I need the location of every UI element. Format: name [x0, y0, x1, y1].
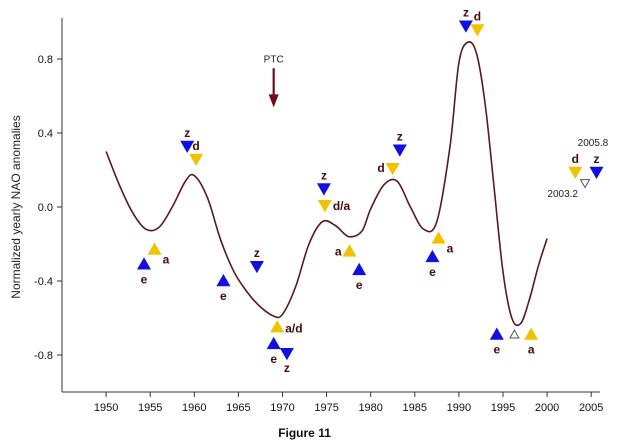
marker-label: z: [463, 6, 469, 20]
x-tick-label: 2005: [579, 402, 603, 414]
marker-label: e: [356, 278, 363, 292]
marker-label: d/a: [333, 199, 351, 213]
marker-yellow-down-22: [568, 166, 583, 180]
marker-blue-up-0: [136, 257, 152, 270]
marker-label: z: [184, 126, 190, 140]
marker-blue-down-8: [279, 347, 294, 361]
x-tick-label: 1995: [491, 402, 515, 414]
marker-yellow-down-13: [385, 163, 400, 176]
y-tick-label: 0.4: [38, 128, 53, 140]
marker-label: e: [270, 352, 277, 366]
x-tick-label: 1980: [358, 402, 382, 414]
y-axis-title: Normalized yearly NAO anomalies: [9, 115, 23, 298]
marker-blue-up-19: [489, 327, 504, 340]
marker-label: d: [474, 9, 481, 23]
marker-label: a: [447, 241, 454, 255]
marker-blue-down-17: [458, 20, 473, 33]
marker-label: e: [429, 265, 436, 279]
ptc-arrow-head: [268, 94, 279, 108]
y-tick-label: -0.4: [34, 276, 53, 288]
marker-label: a/d: [285, 321, 302, 335]
marker-label: a: [528, 343, 535, 357]
y-tick-label: 0.8: [38, 54, 53, 66]
marker-label: z: [593, 152, 599, 166]
marker-label: z: [397, 130, 403, 144]
marker-label: e: [493, 343, 500, 357]
marker-label: e: [141, 272, 148, 286]
marker-blue-down-5: [249, 260, 264, 274]
nao-series-line-0: [105, 41, 548, 327]
x-tick-label: 1965: [226, 402, 250, 414]
marker-hollow-down-23: [579, 179, 591, 189]
x-tick-label: 1975: [314, 402, 338, 414]
axes: 1950 1955 1960 1965 1970 1975 1980 1985 1990 1995…: [9, 18, 603, 440]
marker-yellow-down-10: [317, 200, 332, 213]
marker-label: d: [192, 139, 199, 153]
marker-blue-down-2: [180, 140, 195, 154]
figure-caption: Figure 11: [278, 426, 331, 440]
marker-blue-down-14: [392, 144, 407, 157]
y-tick-label: -0.8: [34, 350, 53, 362]
annotation-label: 2005.8: [578, 138, 609, 149]
ptc-label: PTC: [264, 54, 284, 65]
marker-yellow-down-3: [189, 153, 204, 167]
annotations: 2005.8 PTC: [264, 54, 609, 149]
marker-label: d: [377, 161, 384, 175]
marker-blue-up-12: [352, 262, 367, 276]
nao-curve: [105, 41, 548, 327]
marker-hollow-up-20: [509, 329, 520, 339]
marker-blue-down-9: [316, 183, 331, 196]
x-tick-label: 1955: [138, 402, 162, 414]
marker-label: z: [254, 246, 260, 260]
marker-yellow-up-6: [270, 320, 285, 333]
marker-blue-down-24: [589, 166, 604, 180]
x-tick-label: 1985: [403, 402, 427, 414]
marker-label: a: [163, 253, 170, 267]
marker-label: a: [335, 244, 342, 258]
marker-blue-up-7: [266, 336, 281, 350]
marker-yellow-up-21: [524, 327, 539, 340]
marker-label: e: [220, 289, 227, 303]
x-tick-label: 1950: [94, 402, 118, 414]
marker-label: z: [284, 361, 290, 375]
marker-yellow-up-1: [147, 242, 162, 255]
marker-label: d: [572, 152, 579, 166]
marker-yellow-up-11: [342, 244, 357, 257]
y-tick-label: 0.0: [38, 202, 53, 214]
marker-blue-up-4: [216, 273, 231, 287]
marker-yellow-down-18: [470, 24, 485, 37]
x-tick-label: 1990: [447, 402, 471, 414]
marker-label: 2003.2: [547, 189, 578, 200]
marker-yellow-up-16: [431, 231, 446, 244]
marker-label: z: [321, 169, 327, 183]
x-tick-label: 2000: [535, 402, 559, 414]
marker-blue-up-15: [425, 249, 440, 263]
x-tick-label: 1970: [270, 402, 294, 414]
x-tick-label: 1960: [182, 402, 206, 414]
